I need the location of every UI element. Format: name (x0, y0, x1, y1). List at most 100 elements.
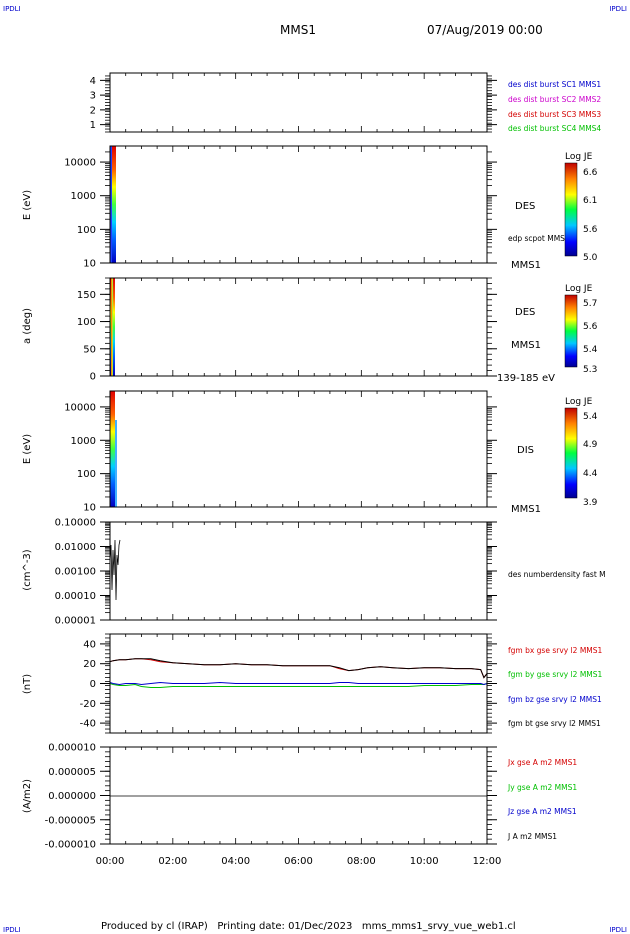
dis-energy-ylabel: E (eV) (22, 434, 33, 464)
des-pitch-spectrogram-core (111, 278, 113, 376)
x-tick-label: 02:00 (158, 856, 187, 867)
y-tick-label: 1 (90, 120, 96, 131)
colorbar (564, 407, 578, 499)
bfield-series-by (109, 683, 488, 688)
legend-jy: Jy gse A m2 MMS1 (507, 783, 577, 792)
time-axis: 00:00 02:00 04:00 06:00 08:00 10:00 12:00 (96, 856, 502, 867)
y-tick-label: 3 (90, 91, 96, 102)
legend-by: fgm by gse srvy l2 MMS1 (508, 670, 603, 679)
des-pitch-ylabel: a (deg) (22, 308, 33, 344)
legend-sc4: des dist burst SC4 MMS4 (508, 124, 601, 133)
panel-frame (109, 145, 488, 264)
y-tick-label: 2 (90, 105, 96, 116)
y-tick-label: 0.00001 (55, 616, 96, 627)
panel-frame (109, 746, 488, 845)
y-tick-label: 4 (90, 76, 96, 87)
legend-sc3: des dist burst SC3 MMS3 (508, 110, 601, 119)
panel-des-energy: 10000 1000 100 10 E (eV) DES edp scpot MMS1… (22, 145, 598, 271)
colorbar-tick: 5.6 (583, 322, 598, 332)
y-tick-label: 100 (77, 469, 96, 480)
colorbar-tick: 5.7 (583, 299, 597, 309)
panel-magnetic-field: 40 20 0 -20 -40 (nT) fgm bx gse srvy l2 MMS1… (22, 633, 603, 734)
y-tick-label: 10000 (64, 402, 96, 413)
y-tick-label: 50 (83, 344, 96, 355)
x-tick-label: 00:00 (96, 856, 125, 867)
colorbar-tick: 5.4 (583, 345, 598, 355)
colorbar-tick: 5.0 (583, 253, 598, 263)
des-energy-label-des: DES (515, 201, 535, 212)
density-trace (109, 539, 121, 601)
panel-dis-energy: 10000 1000 100 10 E (eV) DIS MMS1 Log JE 5.… (22, 390, 598, 515)
corner-label-top-right: IPDLI (609, 5, 627, 13)
panel-1-ticks: 4 3 2 1 (90, 73, 497, 133)
des-pitch-label-energy: 139-185 eV (497, 373, 555, 384)
y-tick-label: 0 (90, 372, 96, 383)
bfield-series-bz (109, 681, 488, 686)
des-energy-annotation: edp scpot MMS1 (508, 234, 570, 243)
y-tick-label: 0.01000 (55, 542, 96, 553)
x-tick-label: 06:00 (284, 856, 313, 867)
colorbar-title: Log JE (565, 152, 593, 162)
x-tick-label: 08:00 (347, 856, 376, 867)
legend-jx: Jx gse A m2 MMS1 (507, 758, 577, 767)
panel-7-ticks: 0.000010 0.000005 0.000000 -0.000005 -0.0000… (45, 743, 497, 851)
legend-j: J A m2 MMS1 (507, 832, 557, 841)
colorbar-tick: 4.9 (583, 440, 598, 450)
panel-number-density: 0.10000 0.01000 0.00100 0.00010 0.00001 (cm^… (22, 518, 606, 627)
corner-label-bottom-right: IPDLI (609, 926, 627, 934)
colorbar-tick: 5.3 (583, 365, 597, 375)
corner-label-top-left: IPDLI (3, 5, 21, 13)
y-tick-label: -0.000010 (45, 840, 96, 851)
y-tick-label: 10 (83, 259, 96, 270)
panel-2-ticks: 10000 1000 100 10 (64, 146, 497, 270)
y-tick-label: 1000 (71, 191, 96, 202)
panel-frame (109, 521, 488, 621)
y-tick-label: 0.000010 (48, 743, 96, 754)
legend-sc2: des dist burst SC2 MMS2 (508, 95, 601, 104)
legend-bz: fgm bz gse srvy l2 MMS1 (508, 695, 602, 704)
panel-4-ticks: 10000 1000 100 10 (64, 391, 497, 514)
panel-5-ticks: 0.10000 0.01000 0.00100 0.00010 0.00001 (55, 518, 497, 627)
footer-credits: Produced by cl (IRAP) Printing date: 01/… (101, 921, 516, 932)
current-ylabel: (A/m2) (22, 779, 33, 813)
y-tick-label: 1000 (71, 436, 96, 447)
y-tick-label: 100 (77, 317, 96, 328)
header-spacecraft: MMS1 (280, 23, 316, 37)
panel-3-ticks: 150 100 50 0 (77, 277, 497, 383)
des-energy-label-mms1: MMS1 (511, 260, 541, 271)
colorbar-tick: 6.6 (583, 168, 598, 178)
panel-frame (109, 277, 488, 377)
y-tick-label: 0.000005 (48, 767, 96, 778)
des-energy-ylabel: E (eV) (22, 190, 33, 220)
y-tick-label: 100 (77, 225, 96, 236)
y-tick-label: 20 (83, 659, 96, 670)
bfield-ylabel: (nT) (22, 674, 33, 694)
dis-energy-spectrogram-trail (115, 420, 117, 507)
y-tick-label: 0.10000 (55, 518, 96, 529)
panel-frame (109, 72, 488, 133)
y-tick-label: 0 (90, 679, 96, 690)
des-pitch-label-des: DES (515, 307, 535, 318)
colorbar (564, 294, 578, 368)
colorbar-tick: 5.4 (583, 412, 598, 422)
legend-jz: Jz gse A m2 MMS1 (507, 807, 577, 816)
y-tick-label: 0.00100 (55, 567, 96, 578)
y-tick-label: 40 (83, 639, 96, 650)
panel-frame (109, 390, 488, 508)
colorbar-tick: 6.1 (583, 196, 597, 206)
legend-sc1: des dist burst SC1 MMS1 (508, 80, 601, 89)
corner-label-bottom-left: IPDLI (3, 926, 21, 934)
colorbar (564, 162, 578, 257)
header-date: 07/Aug/2019 00:00 (427, 23, 543, 37)
y-tick-label: 0.00010 (55, 591, 96, 602)
x-tick-label: 12:00 (473, 856, 502, 867)
dis-energy-spectrogram-strip (110, 391, 115, 507)
bfield-series-bt (109, 658, 488, 679)
y-tick-label: -0.000005 (45, 815, 96, 826)
des-energy-spectrogram-strip (110, 146, 116, 263)
panel-spacecraft-indicator: 4 3 2 1 des dist burst SC1 MMS1 des dist bu… (90, 72, 601, 133)
y-tick-label: -40 (80, 719, 96, 730)
density-legend: des numberdensity fast M (508, 570, 606, 579)
legend-bx: fgm bx gse srvy l2 MMS1 (508, 646, 603, 655)
